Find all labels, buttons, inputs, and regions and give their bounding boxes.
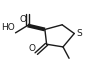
Text: S: S: [76, 29, 82, 38]
Text: O: O: [28, 44, 35, 53]
Text: O: O: [20, 15, 27, 24]
Text: HO: HO: [1, 23, 15, 32]
